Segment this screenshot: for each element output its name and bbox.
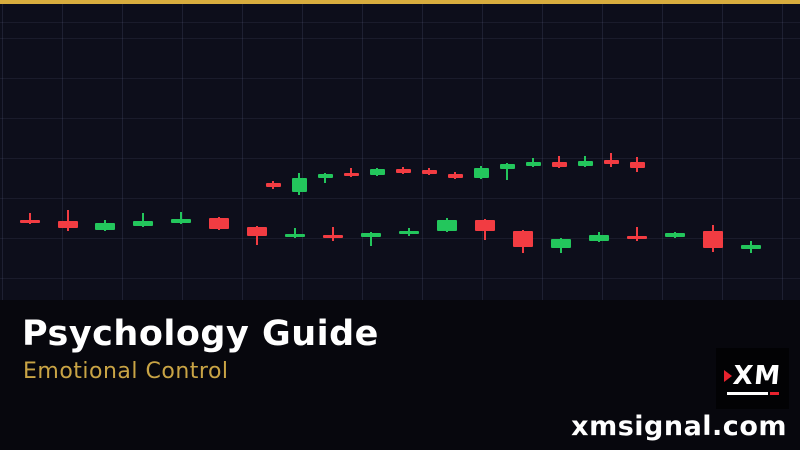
candle-wick — [180, 212, 182, 224]
candle-body — [741, 245, 761, 249]
candle-body — [247, 227, 267, 236]
candle-body — [703, 231, 723, 248]
candle-body — [361, 233, 381, 237]
candle-wick — [636, 227, 638, 241]
website-url: xmsignal.com — [571, 411, 787, 442]
candle-body — [475, 220, 495, 231]
candle-body — [551, 239, 571, 248]
candle-body — [577, 161, 593, 166]
candle-body — [58, 221, 78, 228]
candle-body — [209, 218, 229, 229]
candle-body — [133, 221, 153, 226]
xm-logo-text: XM — [731, 360, 783, 391]
candle-body — [551, 162, 567, 167]
page-title: Psychology Guide — [22, 314, 379, 354]
xm-logo: XM — [716, 348, 789, 409]
candle-wick — [506, 163, 508, 180]
xm-logo-row: XM — [724, 360, 783, 391]
page-subtitle: Emotional Control — [23, 359, 229, 385]
xm-logo-underline-white — [726, 391, 768, 395]
candle-body — [95, 223, 115, 230]
caption-band: Psychology Guide Emotional Control XM xm… — [0, 300, 800, 450]
candle-body — [323, 235, 343, 238]
candle-body — [317, 174, 333, 178]
candle-body — [665, 233, 685, 237]
xm-logo-arrow-icon — [724, 369, 733, 382]
candle-body — [20, 220, 40, 223]
candle-body — [395, 169, 411, 173]
candle-body — [265, 183, 281, 187]
candle-wick — [370, 232, 372, 246]
candle-wick — [29, 213, 31, 224]
candle-body — [627, 236, 647, 239]
candle-body — [399, 231, 419, 234]
candle-body — [343, 173, 359, 176]
candlestick-chart — [0, 4, 800, 300]
candle-body — [525, 162, 541, 166]
candle-body — [629, 162, 645, 168]
candle-body — [473, 168, 489, 178]
candle-body — [369, 169, 385, 175]
candle-body — [437, 220, 457, 231]
candle-body — [171, 219, 191, 223]
candle-wick — [294, 228, 296, 238]
candle-wick — [324, 173, 326, 183]
xm-logo-underline — [726, 391, 779, 395]
xm-logo-underline-red — [769, 391, 779, 395]
candle-body — [447, 174, 463, 178]
candle-wick — [350, 168, 352, 177]
candle-wick — [142, 213, 144, 227]
candle-body — [499, 164, 515, 169]
candle-body — [589, 235, 609, 241]
candle-body — [603, 160, 619, 164]
candle-body — [285, 234, 305, 237]
top-accent-bar — [0, 0, 800, 4]
candle-wick — [332, 227, 334, 241]
candle-wick — [67, 210, 69, 231]
candle-body — [421, 170, 437, 174]
candle-body — [513, 231, 533, 247]
candle-body — [291, 178, 307, 192]
